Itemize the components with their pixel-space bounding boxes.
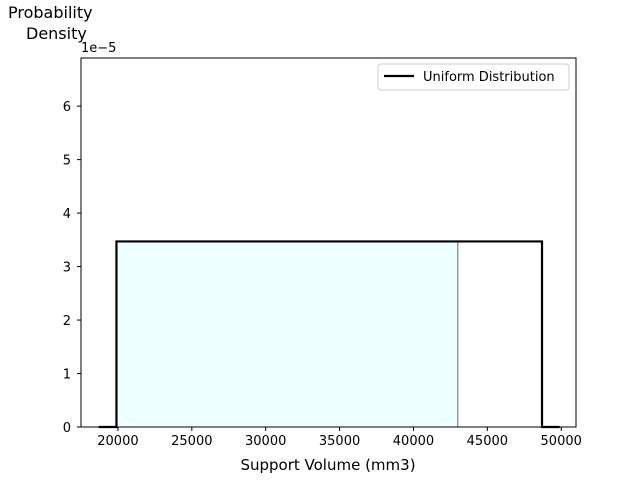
plot-area xyxy=(98,240,560,429)
y-tick-label: 6 xyxy=(63,100,71,115)
y-axis-ticks: 0 1 2 3 4 5 6 xyxy=(63,100,81,436)
x-tick-label: 35000 xyxy=(319,434,360,449)
y-tick-label: 1 xyxy=(63,368,71,383)
x-tick-label: 20000 xyxy=(97,434,138,449)
y-tick-label: 4 xyxy=(63,207,71,222)
x-axis-label: Support Volume (mm3) xyxy=(240,456,415,474)
y-tick-label: 5 xyxy=(63,154,71,169)
x-axis-ticks: 20000 25000 30000 35000 40000 45000 50000 xyxy=(97,427,582,449)
x-tick-label: 40000 xyxy=(393,434,434,449)
axes-frame xyxy=(80,57,577,428)
y-axis-offset-label: 1e−5 xyxy=(81,41,116,56)
x-tick-label: 30000 xyxy=(245,434,286,449)
y-axis-label-line-2: Density xyxy=(26,24,87,43)
y-axis-label-line-1: Probability xyxy=(8,3,93,22)
x-tick-label: 45000 xyxy=(467,434,508,449)
legend-entry-label: Uniform Distribution xyxy=(423,70,555,85)
y-tick-label: 0 xyxy=(63,421,71,436)
x-tick-label: 25000 xyxy=(171,434,212,449)
legend-box xyxy=(377,63,570,91)
x-tick-label: 50000 xyxy=(541,434,582,449)
y-tick-label: 3 xyxy=(63,261,71,276)
shaded-region xyxy=(116,241,458,427)
y-tick-label: 2 xyxy=(63,314,71,329)
legend: Uniform Distribution xyxy=(377,63,570,91)
